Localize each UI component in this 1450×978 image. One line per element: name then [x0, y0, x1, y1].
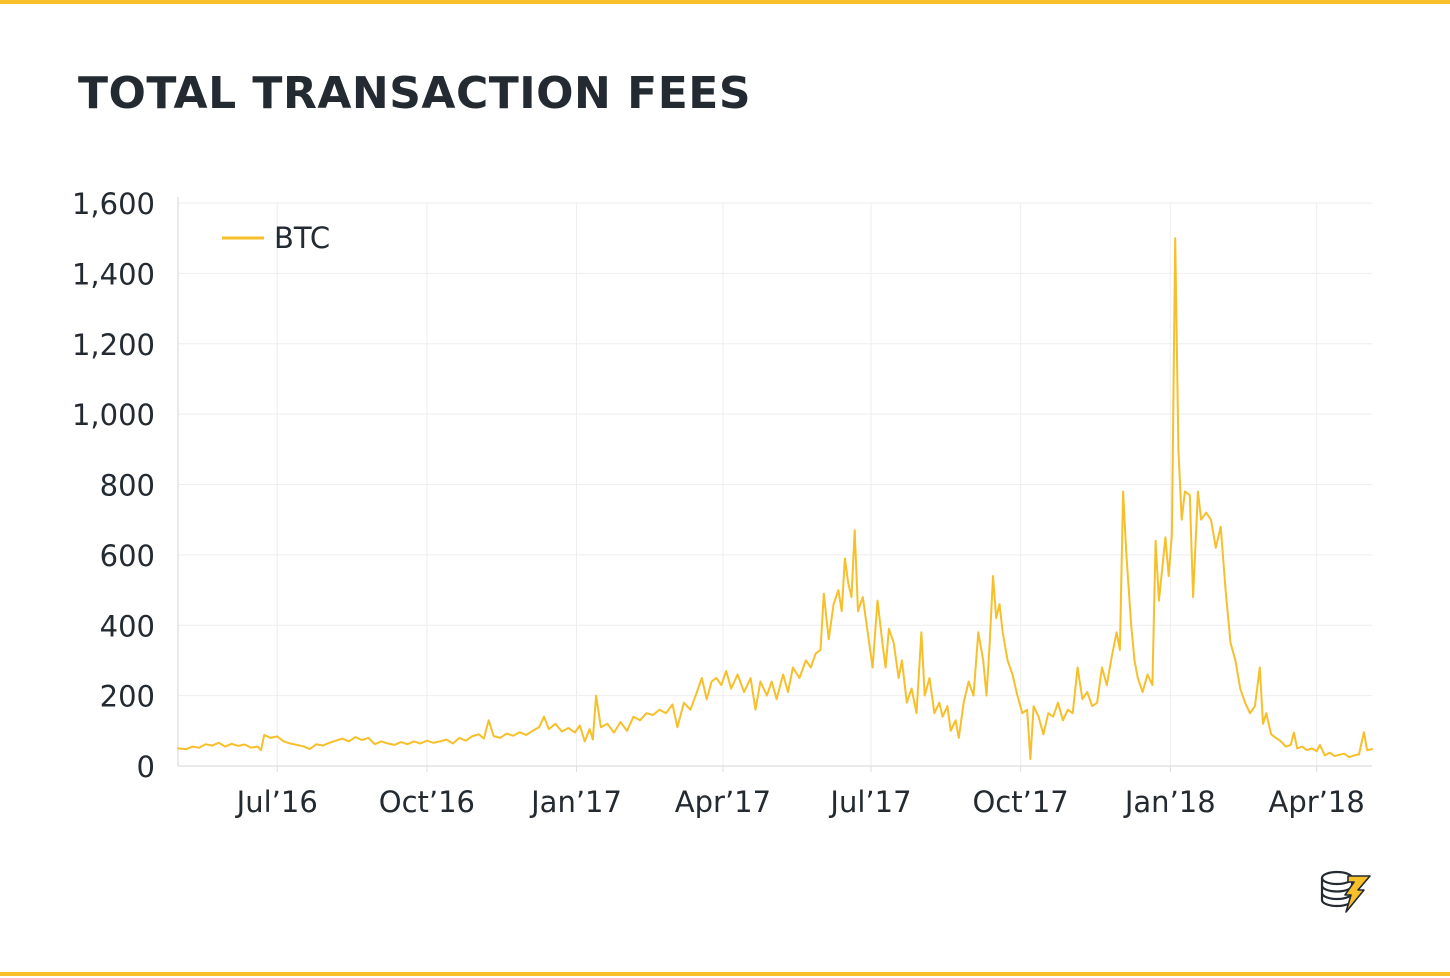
y-tick-label: 800	[100, 469, 155, 503]
x-tick-label: Oct’17	[972, 785, 1068, 819]
x-tick-label: Jan’17	[529, 785, 622, 819]
grid-lines	[178, 202, 1372, 766]
top-accent-bar	[0, 0, 1450, 4]
x-tick-label: Jul’16	[235, 785, 318, 819]
y-axis-tick-labels: 0 200 400 600 800 1,000 1,200 1,400 1,600	[72, 187, 155, 784]
x-tick-label: Apr’17	[675, 785, 771, 819]
coins-lightning-logo-icon	[1320, 870, 1371, 913]
y-tick-label: 400	[100, 609, 155, 643]
x-axis-tick-labels: Jul’16 Oct’16 Jan’17 Apr’17 Jul’17 Oct’17 Jan’…	[235, 785, 1365, 819]
y-tick-label: 1,400	[72, 257, 155, 291]
y-tick-label: 1,000	[72, 398, 155, 432]
bottom-accent-bar	[0, 972, 1450, 976]
y-tick-label: 600	[100, 539, 155, 573]
series-line-btc	[177, 237, 1373, 760]
x-tick-label: Jul’17	[828, 785, 911, 819]
y-tick-label: 1,600	[72, 187, 155, 221]
y-tick-label: 200	[100, 680, 155, 714]
legend-label: BTC	[274, 221, 330, 255]
series-lines	[177, 237, 1373, 760]
axes	[177, 197, 1372, 772]
y-tick-label: 1,200	[72, 328, 155, 362]
page-title: TOTAL TRANSACTION FEES	[78, 68, 752, 119]
x-tick-label: Apr’18	[1269, 785, 1365, 819]
legend: BTC	[222, 221, 330, 255]
x-tick-label: Jan’18	[1123, 785, 1216, 819]
y-tick-label: 0	[137, 750, 155, 784]
x-tick-label: Oct’16	[379, 785, 475, 819]
